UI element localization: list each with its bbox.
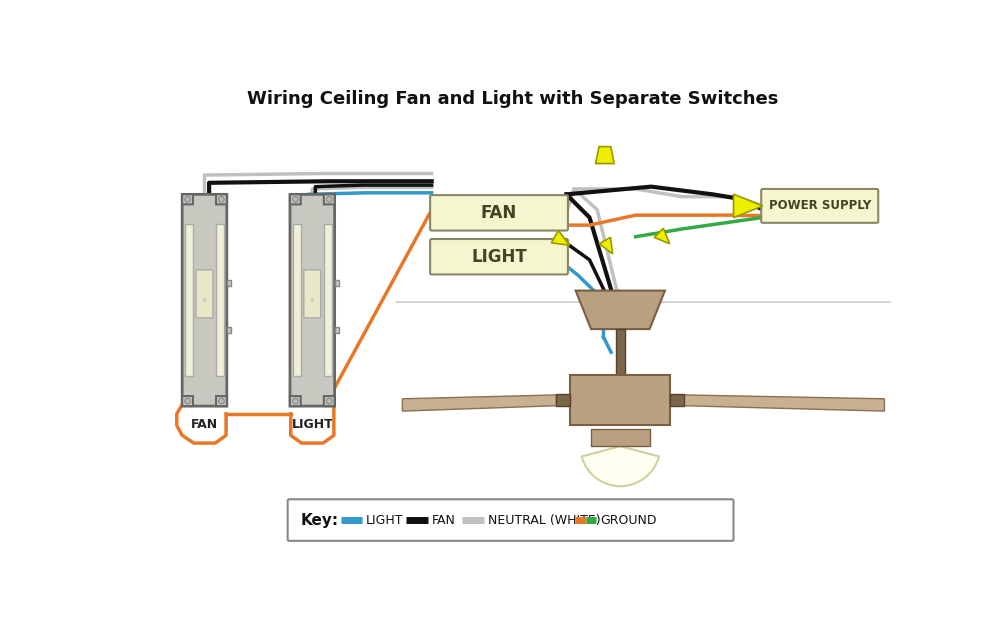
Polygon shape <box>596 147 614 164</box>
Text: LIGHT: LIGHT <box>471 248 527 266</box>
Bar <box>227 327 231 333</box>
Bar <box>591 429 650 446</box>
Text: FAN: FAN <box>432 514 456 526</box>
Circle shape <box>202 298 207 302</box>
Polygon shape <box>551 231 570 245</box>
Polygon shape <box>599 238 613 254</box>
FancyBboxPatch shape <box>182 396 193 406</box>
Circle shape <box>328 399 331 402</box>
FancyBboxPatch shape <box>430 195 568 231</box>
FancyBboxPatch shape <box>288 499 733 541</box>
Bar <box>227 280 231 286</box>
Polygon shape <box>576 291 665 329</box>
FancyBboxPatch shape <box>216 396 227 406</box>
Circle shape <box>294 198 297 201</box>
Text: GROUND: GROUND <box>600 514 657 526</box>
Circle shape <box>310 298 315 302</box>
FancyBboxPatch shape <box>182 194 193 204</box>
FancyBboxPatch shape <box>761 189 878 223</box>
FancyBboxPatch shape <box>290 396 301 406</box>
Text: FAN: FAN <box>481 204 517 222</box>
FancyBboxPatch shape <box>290 194 301 204</box>
Text: POWER SUPPLY: POWER SUPPLY <box>769 199 871 212</box>
FancyBboxPatch shape <box>290 194 335 406</box>
Polygon shape <box>654 228 670 244</box>
Circle shape <box>186 198 189 201</box>
FancyBboxPatch shape <box>196 270 213 318</box>
FancyBboxPatch shape <box>182 194 227 406</box>
Bar <box>324 224 332 376</box>
FancyBboxPatch shape <box>324 396 335 406</box>
Circle shape <box>327 398 332 404</box>
Text: FAN: FAN <box>191 418 218 431</box>
Circle shape <box>219 197 224 202</box>
Bar <box>670 394 684 406</box>
Circle shape <box>327 197 332 202</box>
Bar <box>185 224 193 376</box>
Circle shape <box>293 398 298 404</box>
FancyBboxPatch shape <box>304 270 321 318</box>
Circle shape <box>185 398 190 404</box>
Circle shape <box>220 198 223 201</box>
Circle shape <box>185 197 190 202</box>
Bar <box>556 394 570 406</box>
Circle shape <box>294 399 297 402</box>
FancyBboxPatch shape <box>324 194 335 204</box>
Circle shape <box>293 197 298 202</box>
Polygon shape <box>402 395 556 411</box>
Text: NEUTRAL (WHITE): NEUTRAL (WHITE) <box>488 514 600 526</box>
Text: LIGHT: LIGHT <box>366 514 404 526</box>
Text: Key:: Key: <box>301 512 339 528</box>
Wedge shape <box>582 446 659 486</box>
Text: LIGHT: LIGHT <box>291 418 333 431</box>
Bar <box>616 329 625 375</box>
Bar <box>570 375 670 426</box>
Polygon shape <box>684 395 884 411</box>
Circle shape <box>186 399 189 402</box>
Circle shape <box>203 299 206 301</box>
Circle shape <box>219 398 224 404</box>
FancyBboxPatch shape <box>430 239 568 274</box>
Circle shape <box>328 198 331 201</box>
Circle shape <box>220 399 223 402</box>
Bar <box>335 327 339 333</box>
Text: Wiring Ceiling Fan and Light with Separate Switches: Wiring Ceiling Fan and Light with Separa… <box>247 91 778 108</box>
Bar <box>216 224 224 376</box>
FancyBboxPatch shape <box>216 194 227 204</box>
Bar <box>293 224 301 376</box>
Polygon shape <box>733 194 763 218</box>
Circle shape <box>311 299 313 301</box>
Bar <box>335 280 339 286</box>
